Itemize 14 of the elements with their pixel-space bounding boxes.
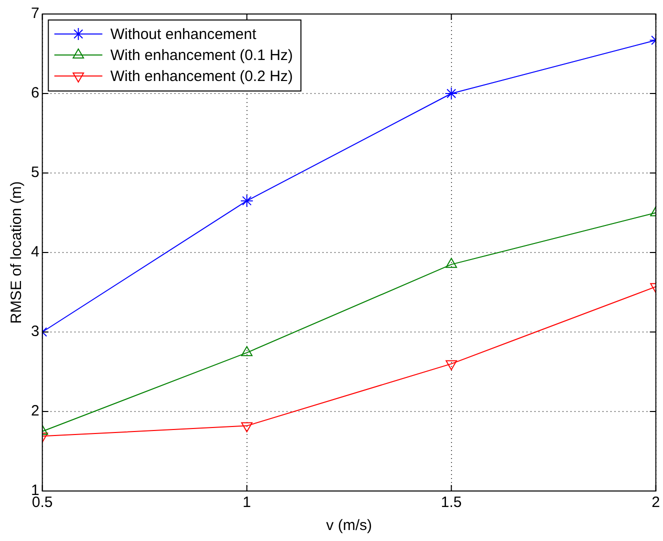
y-tick-label: 5	[31, 164, 40, 182]
legend-label: With enhancement (0.2 Hz)	[110, 68, 293, 86]
y-tick-label: 7	[31, 5, 40, 22]
y-tick-label: 6	[31, 84, 40, 102]
x-tick-label: 1	[242, 494, 252, 512]
legend-label: With enhancement (0.1 Hz)	[110, 47, 293, 64]
y-tick-label: 2	[31, 402, 40, 420]
x-axis-title: v (m/s)	[326, 517, 372, 534]
x-tick-label: 1.5	[440, 494, 462, 512]
legend-label: Without enhancement	[110, 26, 258, 44]
y-tick-label: 3	[31, 323, 40, 340]
x-tick-label: 2	[652, 494, 660, 512]
y-tick-label: 4	[31, 244, 40, 261]
y-axis-title: RMSE of location (m)	[8, 181, 26, 324]
